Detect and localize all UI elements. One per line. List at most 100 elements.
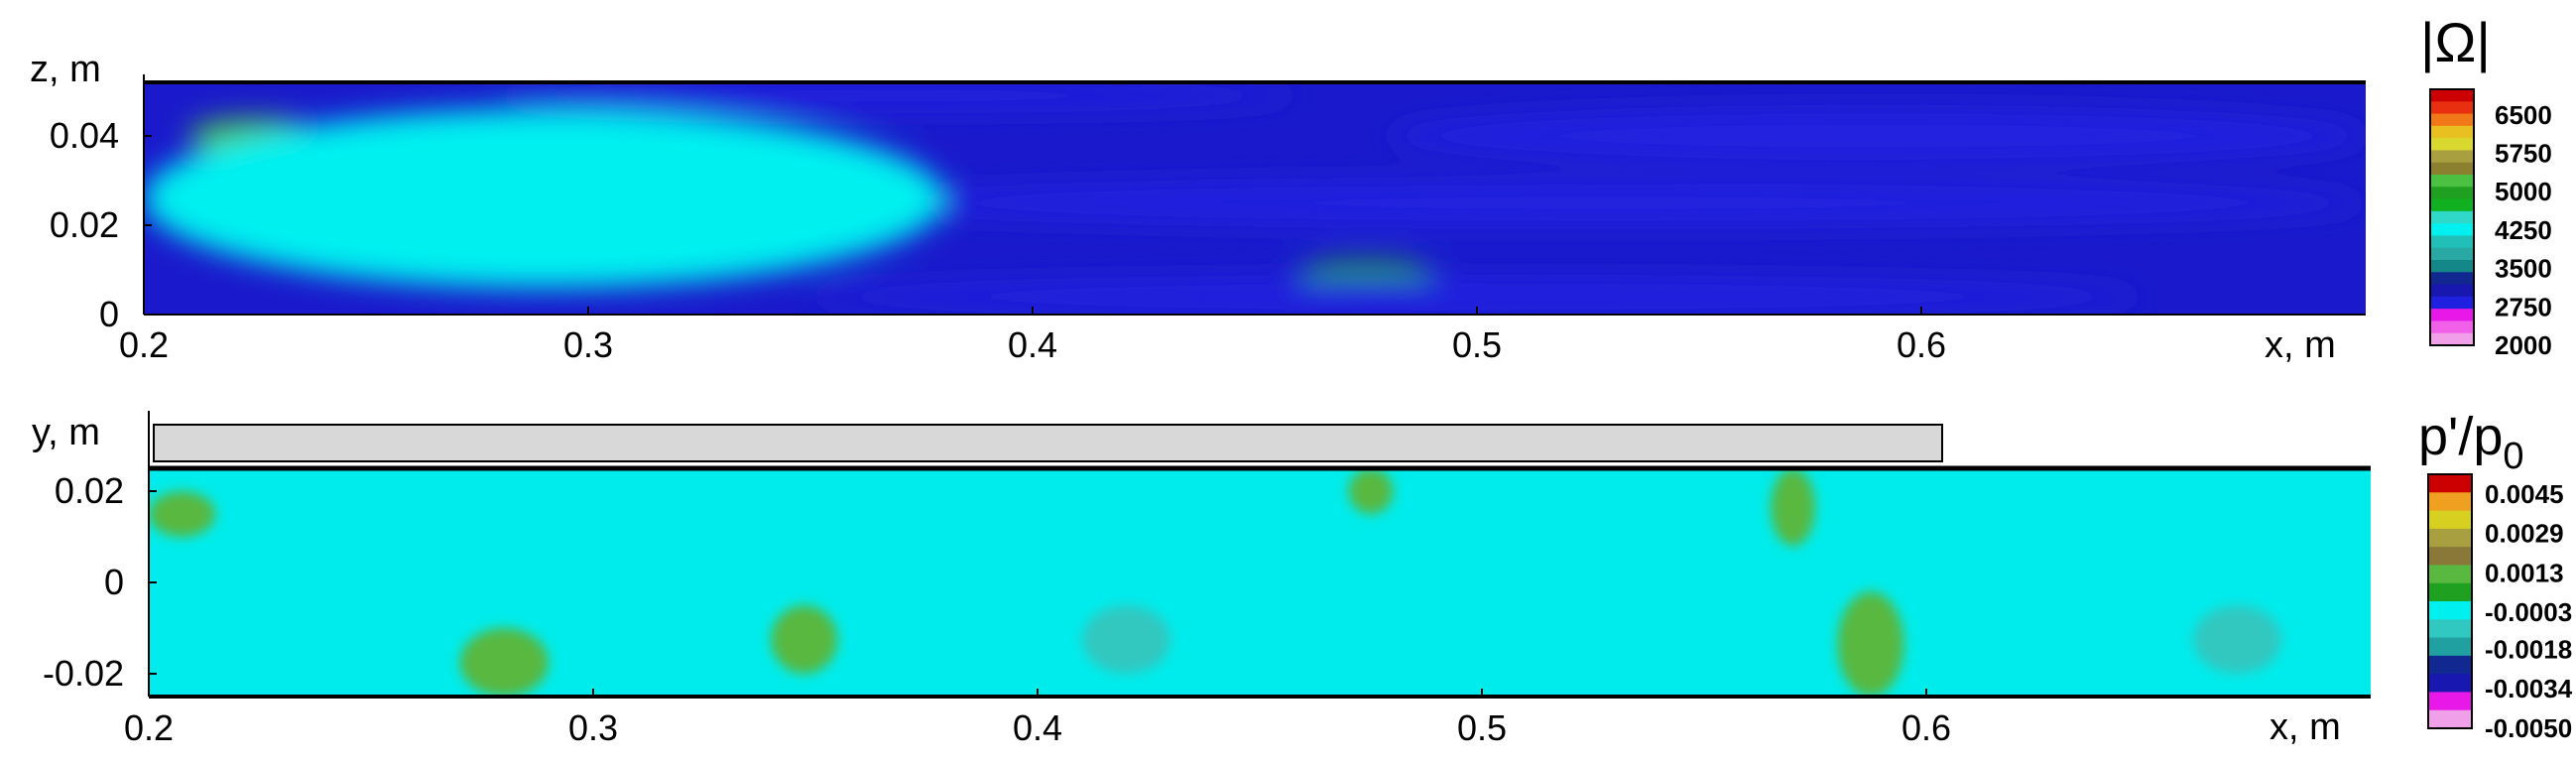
vorticity-colorbar: 6500 5750 5000 4250 3500 2750 2000 [2429,88,2552,360]
colorbar-tick-label: 2750 [2495,292,2552,321]
y-tick-label: 0.02 [55,470,124,511]
colorbar-frame [2427,473,2473,729]
colorbar-swatch [2428,692,2472,711]
contour-region [854,181,2366,225]
vorticity-x-axis-label: x, m [2265,324,2336,366]
x-tick-label: 0.2 [124,707,174,748]
colorbar-swatch [2430,175,2474,188]
x-tick-label: 0.4 [1008,324,1057,365]
colorbar-swatch [2430,150,2474,164]
colorbar-swatch [2428,674,2472,693]
colorbar-tick-label: 2000 [2495,330,2552,360]
colorbar-tick-label: -0.0003 [2485,597,2572,627]
contour-region [499,82,1299,109]
colorbar-swatch [2430,223,2474,236]
colorbar-tick-label: -0.0018 [2485,634,2572,664]
vorticity-y-tick-labels: 0 0.02 0.04 [50,115,152,334]
y-tick-label: 0.02 [50,204,119,245]
plate-outline [153,424,1943,462]
colorbar-swatch [2430,125,2474,139]
colorbar-swatch [2430,210,2474,224]
colorbar-swatch [2428,582,2472,602]
colorbar-tick-label: 0.0029 [2485,519,2564,549]
vorticity-contour-regions [144,82,2366,315]
colorbar-swatch [2430,309,2474,321]
colorbar-tick-label: 0.0013 [2485,558,2564,587]
colorbar-swatch [2430,332,2474,346]
colorbar-swatch [2430,138,2474,151]
x-tick-label: 0.2 [119,324,169,365]
contour-region [1771,468,1815,547]
x-tick-label: 0.3 [563,324,613,365]
pressure-colorbar-title-subscript: 0 [2503,436,2523,477]
vorticity-contour-panel: 0.2 0.3 0.4 0.5 0.6 00.020.04 z, m x, m |Ω| … [30,11,2552,366]
colorbar-tick-label: 4250 [2495,215,2552,245]
x-tick-label: 0.5 [1452,324,1502,365]
x-tick-label: 0.3 [568,707,618,748]
colorbar-tick-label: 5000 [2495,177,2552,206]
contour-region [144,109,944,288]
pressure-contour-regions [149,468,2282,697]
colorbar-swatch [2428,565,2472,584]
colorbar-swatch [2430,296,2474,310]
colorbar-swatch [2430,247,2474,261]
colorbar-swatch [2428,637,2472,657]
colorbar-tick-label: -0.0034 [2485,674,2573,703]
pressure-contour-panel: y, m 0.2 0.3 0.4 0.5 0.6 0.02 0 -0.02 x, m p'/… [32,407,2573,748]
colorbar-swatch [2430,235,2474,249]
contour-region [2192,605,2282,674]
colorbar-swatch [2430,320,2474,334]
colorbar-swatch [2430,272,2474,286]
colorbar-swatch [2428,474,2472,493]
colorbar-swatch [2428,601,2472,620]
x-tick-label: 0.6 [1901,707,1951,748]
pressure-x-axis-label: x, m [2269,706,2341,748]
colorbar-tick-label: 5750 [2495,139,2552,169]
colorbar-swatch [2430,187,2474,200]
contour-region [1388,109,2366,163]
y-tick-label: -0.02 [43,653,124,694]
colorbar-swatch [2428,547,2472,566]
contour-region [1081,605,1171,674]
colorbar-tick-label: -0.0050 [2485,713,2572,743]
contour-region [1837,591,1904,697]
pressure-colorbar: 0.0045 0.0029 0.0013 -0.0003 -0.0018 -0.0034 -… [2427,473,2573,743]
contour-region [1348,468,1394,514]
colorbar-swatch [2430,113,2474,127]
contour-region [810,279,2144,315]
colorbar-swatch [2428,492,2472,512]
colorbar-swatch [2428,655,2472,675]
colorbar-swatch [2428,510,2472,530]
x-tick-label: 0.5 [1457,707,1507,748]
colorbar-tick-label: 3500 [2495,254,2552,284]
colorbar-swatch [2430,198,2474,212]
colorbar-swatch [2430,162,2474,176]
y-tick-label: 0 [99,294,119,334]
colorbar-swatch [2430,284,2474,298]
x-tick-label: 0.4 [1013,707,1062,748]
pressure-y-axis-label: y, m [32,412,100,453]
y-tick-label: 0.04 [50,115,119,156]
colorbar-tick-label: 0.0045 [2485,479,2564,509]
y-tick-label: 0 [104,562,124,602]
colorbar-swatch [2428,709,2472,729]
colorbar-swatch [2430,89,2474,102]
colorbar-swatch [2430,101,2474,115]
contour-region [459,628,550,697]
colorbar-swatch [2428,528,2472,548]
vorticity-y-axis-label: z, m [30,49,101,90]
vorticity-colorbar-title: |Ω| [2420,11,2491,73]
colorbar-swatch [2430,260,2474,273]
contour-region [149,491,216,537]
pressure-colorbar-title-main: p'/p [2418,407,2503,466]
contour-region [771,605,838,674]
colorbar-swatch [2428,619,2472,639]
pressure-y-tick-labels: 0.02 0 -0.02 [43,470,157,694]
pressure-x-tick-labels: 0.2 0.3 0.4 0.5 0.6 [124,689,1951,748]
colorbar-tick-label: 6500 [2495,100,2552,130]
x-tick-label: 0.6 [1897,324,1946,365]
vorticity-x-tick-labels: 0.2 0.3 0.4 0.5 0.6 [119,307,1946,365]
colorbar-frame [2429,88,2475,346]
pressure-colorbar-title: p'/p0 [2418,407,2524,477]
